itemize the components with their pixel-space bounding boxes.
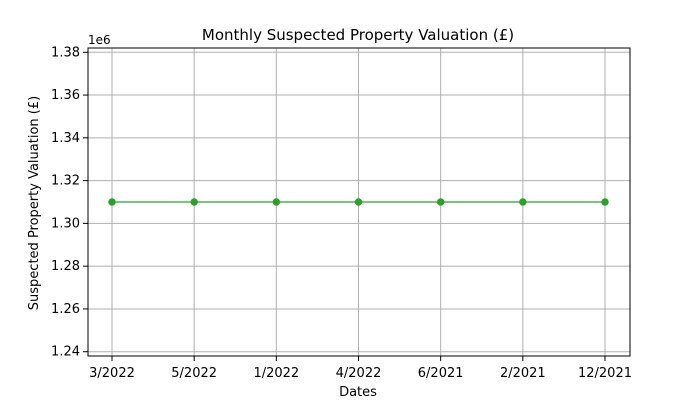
data-point [436,198,445,206]
y-offset-label: 1e6 [88,33,111,47]
y-axis-label: Suspected Property Valuation (£) [27,96,42,310]
x-tick-label: 1/2022 [253,366,299,381]
y-tick-label: 1.36 [51,88,80,103]
data-point [272,198,281,206]
data-point [601,198,609,206]
x-tick-label: 4/2022 [336,366,382,381]
data-point [354,198,363,206]
series-layer [108,198,609,206]
y-tick-label: 1.28 [51,259,80,274]
x-tick-label: 12/2021 [578,366,632,381]
y-tick-label: 1.38 [51,45,80,60]
x-tick-label: 5/2022 [171,366,217,381]
data-point [190,198,198,206]
x-tick-label: 2/2021 [500,366,546,381]
y-tick-label: 1.26 [51,302,80,317]
x-tick-label: 3/2022 [89,366,135,381]
y-tick-label: 1.24 [51,345,80,360]
plot-frame [87,47,631,357]
data-point [108,198,116,206]
x-axis-label: Dates [339,385,377,400]
chart-title: Monthly Suspected Property Valuation (£) [202,26,514,44]
data-point [519,198,527,206]
y-tick-label: 1.34 [51,131,80,146]
x-tick-label: 6/2021 [418,366,464,381]
text-layer: Monthly Suspected Property Valuation (£)… [27,26,514,400]
axes-layer: 1.24 1.26 1.28 1.30 1.32 1.34 1.36 1.38 3/2022 5/… [51,45,632,381]
y-tick-label: 1.30 [51,216,80,231]
y-tick-label: 1.32 [51,174,80,189]
